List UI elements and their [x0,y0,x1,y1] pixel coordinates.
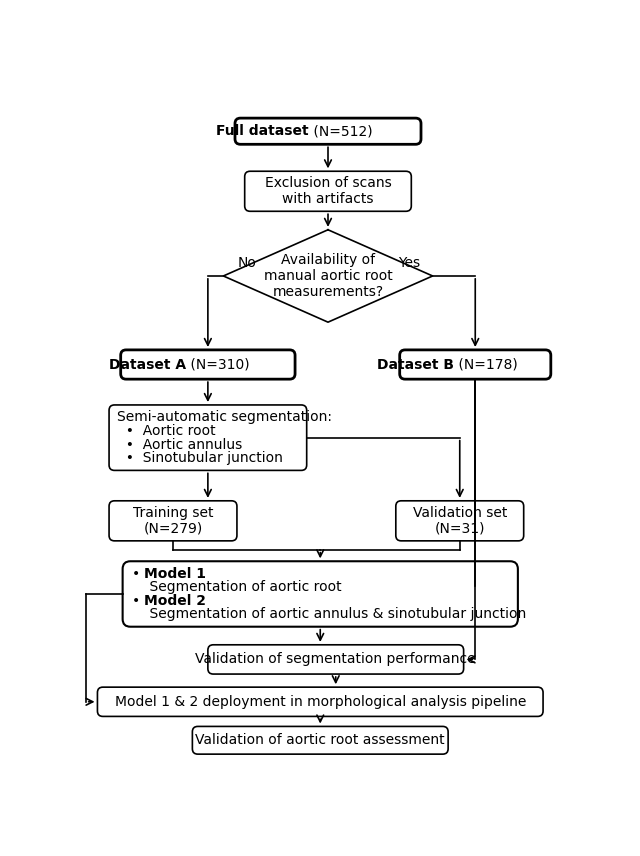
Text: Model 2: Model 2 [145,593,206,608]
Text: Dataset A: Dataset A [109,358,186,372]
FancyBboxPatch shape [244,171,412,211]
FancyBboxPatch shape [109,501,237,541]
Text: Model 1 & 2 deployment in morphological analysis pipeline: Model 1 & 2 deployment in morphological … [115,695,526,709]
FancyBboxPatch shape [123,562,518,627]
Text: Validation of aortic root assessment: Validation of aortic root assessment [195,734,445,747]
Text: Exclusion of scans
with artifacts: Exclusion of scans with artifacts [264,176,392,206]
Text: Validation of segmentation performance: Validation of segmentation performance [195,652,476,667]
Text: (N=512): (N=512) [308,124,372,138]
Text: •: • [132,593,149,608]
FancyBboxPatch shape [400,350,551,379]
Text: Semi-automatic segmentation:: Semi-automatic segmentation: [117,410,332,424]
Text: Validation set
(N=31): Validation set (N=31) [413,506,507,536]
Text: •  Aortic annulus: • Aortic annulus [117,437,242,452]
FancyBboxPatch shape [208,645,463,674]
FancyBboxPatch shape [235,118,421,145]
Text: Yes: Yes [398,256,420,270]
FancyBboxPatch shape [121,350,295,379]
Polygon shape [223,229,433,322]
Text: •  Aortic root: • Aortic root [117,424,216,437]
Text: Model 1: Model 1 [145,568,206,581]
FancyBboxPatch shape [109,405,307,471]
Text: (N=310): (N=310) [186,358,250,372]
Text: •: • [132,568,149,581]
Text: Dataset B: Dataset B [376,358,454,372]
Text: Segmentation of aortic annulus & sinotubular junction: Segmentation of aortic annulus & sinotub… [132,607,526,621]
Text: No: No [237,256,256,270]
Text: Availability of
manual aortic root
measurements?: Availability of manual aortic root measu… [264,253,392,299]
FancyBboxPatch shape [97,687,543,716]
Text: Full dataset: Full dataset [216,124,308,138]
FancyBboxPatch shape [193,727,448,754]
Text: (N=178): (N=178) [454,358,517,372]
Text: Training set
(N=279): Training set (N=279) [132,506,213,536]
FancyBboxPatch shape [396,501,524,541]
Text: •  Sinotubular junction: • Sinotubular junction [117,451,283,466]
Text: Segmentation of aortic root: Segmentation of aortic root [132,580,342,594]
